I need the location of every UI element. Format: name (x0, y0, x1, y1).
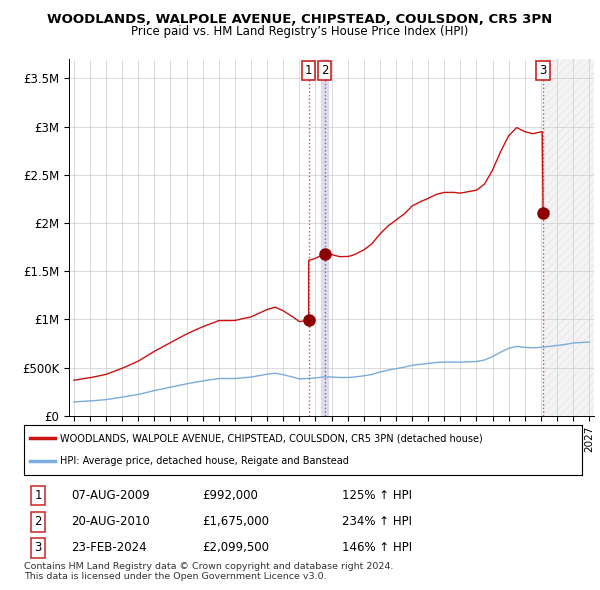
Text: 2: 2 (321, 64, 328, 77)
Text: WOODLANDS, WALPOLE AVENUE, CHIPSTEAD, COULSDON, CR5 3PN (detached house): WOODLANDS, WALPOLE AVENUE, CHIPSTEAD, CO… (60, 433, 483, 443)
Text: 07-AUG-2009: 07-AUG-2009 (71, 489, 150, 502)
Text: WOODLANDS, WALPOLE AVENUE, CHIPSTEAD, COULSDON, CR5 3PN: WOODLANDS, WALPOLE AVENUE, CHIPSTEAD, CO… (47, 13, 553, 26)
Text: Price paid vs. HM Land Registry’s House Price Index (HPI): Price paid vs. HM Land Registry’s House … (131, 25, 469, 38)
Bar (543, 59, 594, 416)
Text: 234% ↑ HPI: 234% ↑ HPI (342, 515, 412, 528)
Text: 3: 3 (539, 64, 547, 77)
Text: £1,675,000: £1,675,000 (203, 515, 269, 528)
Text: 1: 1 (34, 489, 42, 502)
Text: 1: 1 (305, 64, 313, 77)
Text: £2,099,500: £2,099,500 (203, 542, 269, 555)
Text: Contains HM Land Registry data © Crown copyright and database right 2024.: Contains HM Land Registry data © Crown c… (24, 562, 394, 571)
Text: 146% ↑ HPI: 146% ↑ HPI (342, 542, 412, 555)
Text: This data is licensed under the Open Government Licence v3.0.: This data is licensed under the Open Gov… (24, 572, 326, 581)
Text: 3: 3 (34, 542, 41, 555)
Text: £992,000: £992,000 (203, 489, 259, 502)
Text: HPI: Average price, detached house, Reigate and Banstead: HPI: Average price, detached house, Reig… (60, 457, 349, 467)
Text: 2: 2 (34, 515, 42, 528)
Text: 125% ↑ HPI: 125% ↑ HPI (342, 489, 412, 502)
Text: 20-AUG-2010: 20-AUG-2010 (71, 515, 150, 528)
Text: 23-FEB-2024: 23-FEB-2024 (71, 542, 147, 555)
